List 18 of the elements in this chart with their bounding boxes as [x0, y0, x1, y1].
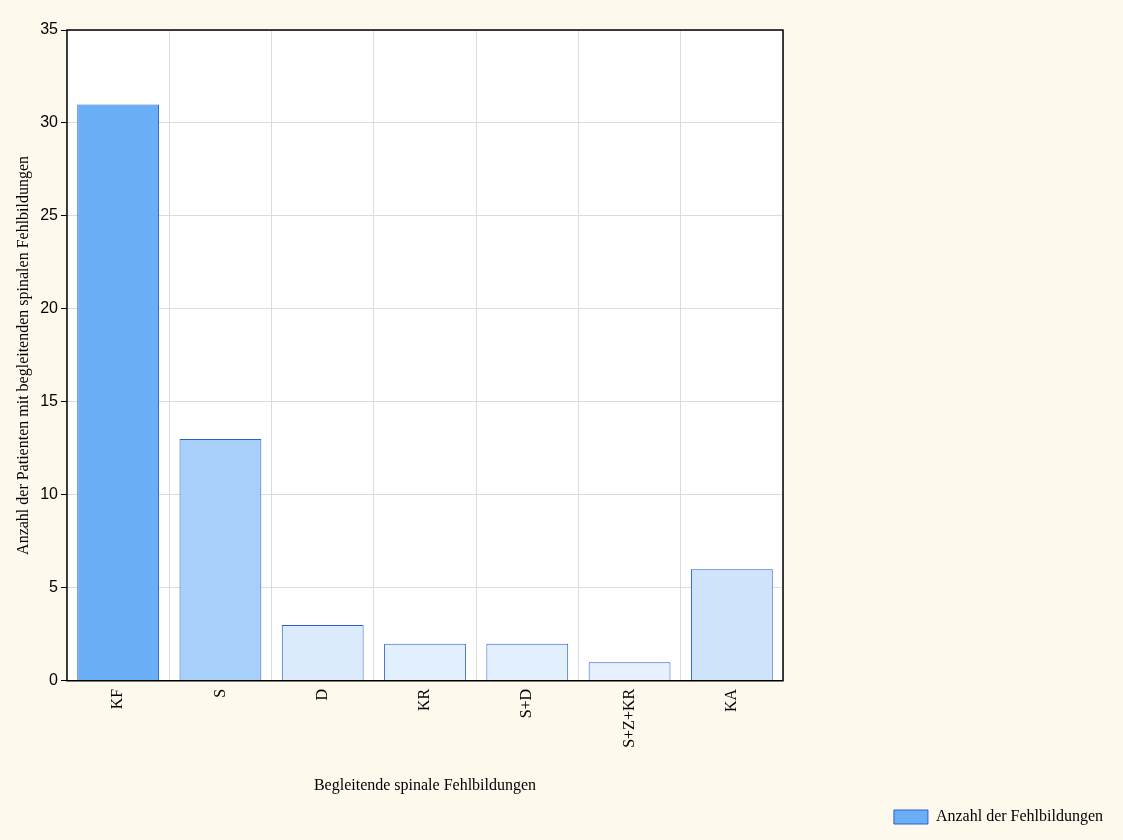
y-tick-label: 30 [40, 113, 59, 131]
x-axis-title: Begleitende spinale Fehlbildungen [313, 775, 537, 794]
x-tick-label: KA [722, 688, 740, 712]
x-tick-label: KF [108, 688, 126, 710]
x-tick-label: S+D [517, 688, 535, 719]
x-tick-label: S [210, 688, 228, 698]
y-tick-label: 0 [49, 671, 59, 689]
x-tick-label: S+Z+KR [619, 688, 637, 748]
y-tick-label: 35 [40, 20, 59, 38]
legend-label: Anzahl der Fehlbildungen [935, 807, 1104, 826]
y-tick-label: 5 [49, 578, 59, 596]
y-tick-label: 10 [40, 485, 59, 503]
y-tick-label: 25 [40, 206, 59, 224]
y-tick-label: 20 [40, 299, 59, 317]
y-axis-title: Anzahl der Patienten mit begleitenden spinalen Fehlbildungen [13, 155, 32, 555]
x-tick-label: KR [415, 688, 433, 712]
y-tick-label: 15 [40, 392, 59, 410]
x-tick-label: D [312, 688, 330, 701]
